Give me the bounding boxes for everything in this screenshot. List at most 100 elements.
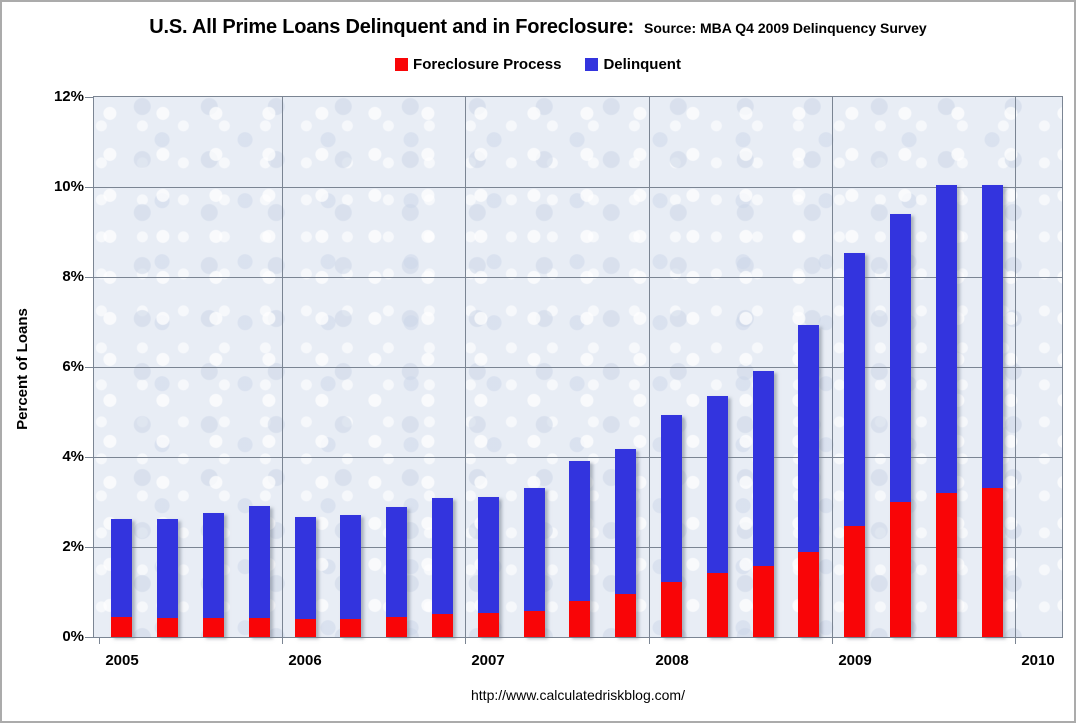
foreclosure-swatch-icon xyxy=(395,58,409,71)
bar-2008-q3 xyxy=(753,371,774,637)
x-tick-mark-2008 xyxy=(649,638,650,644)
y-tick-mark-0% xyxy=(85,637,93,638)
y-tick-label-12%: 12% xyxy=(53,88,84,105)
bar-2007-q2-delinquent xyxy=(524,488,545,611)
bar-2008-q3-foreclosure xyxy=(753,566,774,637)
bar-2005-q3-delinquent xyxy=(203,513,224,618)
x-year-label-2009: 2009 xyxy=(838,652,872,669)
h-gridline-8pct xyxy=(94,277,1062,278)
v-gridline-2006 xyxy=(282,97,283,637)
bar-2007-q3-foreclosure xyxy=(569,601,590,637)
bar-2009-q2 xyxy=(890,214,911,637)
y-tick-mark-10% xyxy=(85,187,93,188)
bar-2007-q3-delinquent xyxy=(569,461,590,601)
bar-2007-q4-delinquent xyxy=(615,449,636,594)
bar-2006-q4-delinquent xyxy=(432,498,453,614)
x-tick-mark-2005 xyxy=(99,638,100,644)
y-axis-title: Percent of Loans xyxy=(14,308,31,430)
bar-2006-q2-delinquent xyxy=(340,515,361,619)
plot-area xyxy=(93,96,1063,638)
legend-item-delinquent: Delinquent xyxy=(585,56,681,73)
bar-2009-q4-delinquent xyxy=(982,185,1003,488)
bar-2007-q4 xyxy=(615,449,636,637)
chart-title: U.S. All Prime Loans Delinquent and in F… xyxy=(149,16,634,38)
v-gridline-2008 xyxy=(649,97,650,637)
bar-2006-q1-delinquent xyxy=(295,517,316,619)
v-gridline-2010 xyxy=(1015,97,1016,637)
delinquent-swatch-icon xyxy=(585,58,599,71)
bar-2009-q1-foreclosure xyxy=(844,526,865,637)
y-tick-label-10%: 10% xyxy=(53,178,84,195)
x-year-label-2005: 2005 xyxy=(105,652,139,669)
bar-2009-q3-delinquent xyxy=(936,185,957,493)
bar-2006-q2-foreclosure xyxy=(340,619,361,637)
x-tick-mark-2009 xyxy=(832,638,833,644)
bar-2008-q4 xyxy=(798,325,819,637)
y-tick-mark-2% xyxy=(85,547,93,548)
bar-2007-q4-foreclosure xyxy=(615,594,636,637)
legend-item-foreclosure: Foreclosure Process xyxy=(395,56,561,73)
y-tick-mark-8% xyxy=(85,277,93,278)
bar-2009-q3-foreclosure xyxy=(936,493,957,637)
bar-2005-q1 xyxy=(111,519,132,637)
bar-2007-q1 xyxy=(478,497,499,637)
v-gridline-2009 xyxy=(832,97,833,637)
bar-2007-q2-foreclosure xyxy=(524,611,545,637)
bar-2009-q1 xyxy=(844,253,865,637)
bar-2009-q4 xyxy=(982,185,1003,637)
bar-2006-q3 xyxy=(386,507,407,637)
bar-2006-q1-foreclosure xyxy=(295,619,316,637)
chart-source: Source: MBA Q4 2009 Delinquency Survey xyxy=(644,20,927,36)
y-tick-label-6%: 6% xyxy=(62,358,84,375)
bar-2005-q2 xyxy=(157,519,178,637)
bar-2006-q4-foreclosure xyxy=(432,614,453,637)
bar-2007-q3 xyxy=(569,461,590,637)
x-year-label-2006: 2006 xyxy=(288,652,322,669)
x-tick-mark-2007 xyxy=(465,638,466,644)
title-row: U.S. All Prime Loans Delinquent and in F… xyxy=(2,16,1074,39)
bar-2005-q3 xyxy=(203,513,224,637)
legend-label-foreclosure: Foreclosure Process xyxy=(413,56,562,73)
y-tick-label-8%: 8% xyxy=(62,268,84,285)
bar-2005-q4-delinquent xyxy=(249,506,270,618)
bar-2005-q2-delinquent xyxy=(157,519,178,618)
bar-2006-q4 xyxy=(432,498,453,637)
h-gridline-10pct xyxy=(94,187,1062,188)
y-tick-mark-12% xyxy=(85,97,93,98)
x-tick-mark-2006 xyxy=(282,638,283,644)
bar-2006-q3-delinquent xyxy=(386,507,407,617)
bar-2005-q1-foreclosure xyxy=(111,617,132,637)
bar-2008-q4-delinquent xyxy=(798,325,819,552)
legend: Foreclosure Process Delinquent xyxy=(2,56,1074,73)
x-tick-mark-2010 xyxy=(1015,638,1016,644)
y-tick-label-4%: 4% xyxy=(62,448,84,465)
bar-2009-q4-foreclosure xyxy=(982,488,1003,637)
bar-2007-q2 xyxy=(524,488,545,637)
bar-2005-q4 xyxy=(249,506,270,637)
bar-2008-q2-foreclosure xyxy=(707,573,728,637)
bar-2005-q3-foreclosure xyxy=(203,618,224,637)
h-gridline-6pct xyxy=(94,367,1062,368)
bar-2008-q2-delinquent xyxy=(707,396,728,573)
v-gridline-2007 xyxy=(465,97,466,637)
bar-2008-q4-foreclosure xyxy=(798,552,819,637)
bar-2008-q2 xyxy=(707,396,728,637)
y-tick-mark-4% xyxy=(85,457,93,458)
h-gridline-4pct xyxy=(94,457,1062,458)
x-year-label-2008: 2008 xyxy=(655,652,689,669)
bar-2007-q1-delinquent xyxy=(478,497,499,613)
bar-2006-q2 xyxy=(340,515,361,637)
bar-2007-q1-foreclosure xyxy=(478,613,499,637)
y-tick-mark-6% xyxy=(85,367,93,368)
bar-2009-q2-delinquent xyxy=(890,214,911,502)
bar-2009-q2-foreclosure xyxy=(890,502,911,637)
bar-2006-q1 xyxy=(295,517,316,637)
y-tick-label-0%: 0% xyxy=(62,628,84,645)
y-tick-label-2%: 2% xyxy=(62,538,84,555)
x-year-label-2010: 2010 xyxy=(1021,652,1055,669)
bar-2008-q3-delinquent xyxy=(753,371,774,566)
legend-label-delinquent: Delinquent xyxy=(603,56,681,73)
bar-2006-q3-foreclosure xyxy=(386,617,407,637)
bar-2005-q2-foreclosure xyxy=(157,618,178,637)
